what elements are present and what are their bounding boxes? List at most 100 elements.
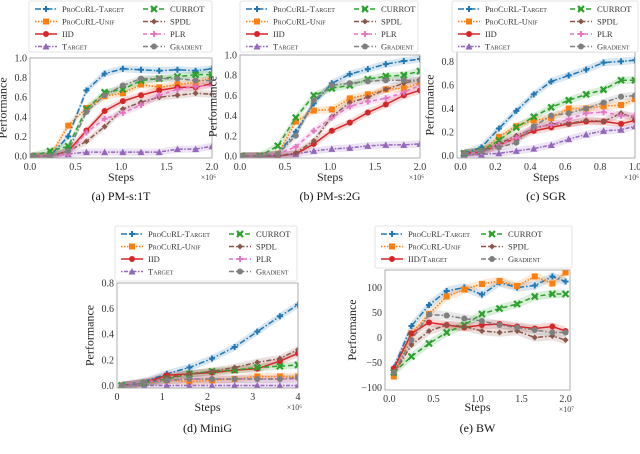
- x-tick-label: 3: [250, 392, 255, 403]
- data-point: [101, 123, 108, 130]
- data-point: [64, 142, 72, 151]
- legend-box: [451, 0, 639, 53]
- data-point: [417, 56, 420, 63]
- data-point: [496, 322, 503, 328]
- data-point: [583, 66, 590, 73]
- data-point: [208, 70, 212, 79]
- data-point: [618, 102, 625, 108]
- data-point: [209, 368, 216, 375]
- x-tick-label: 1.5: [515, 394, 528, 405]
- legend-item: CURROT: [143, 4, 205, 14]
- data-point: [276, 376, 283, 383]
- data-point: [295, 346, 298, 353]
- legend-item: ProCuRL-Target: [381, 229, 470, 239]
- confidence-band: [393, 318, 566, 373]
- y-tick-label: 1.0: [225, 51, 238, 62]
- legend-marker: [151, 18, 157, 25]
- legend-item: CURROT: [229, 229, 291, 239]
- data-point: [549, 329, 556, 336]
- data-point: [513, 300, 521, 308]
- legend-marker: [361, 5, 369, 13]
- legend-item: CURROT: [481, 229, 543, 239]
- x-tick-label: 0.6: [559, 162, 572, 173]
- data-point: [582, 130, 590, 138]
- x-tick-label: 0.8: [594, 162, 607, 173]
- data-point: [254, 381, 261, 388]
- data-point: [426, 319, 433, 326]
- legend-label: PLR: [381, 29, 397, 39]
- data-point: [600, 59, 607, 66]
- data-point: [119, 65, 126, 72]
- confidence-band: [31, 89, 212, 158]
- data-point: [417, 80, 420, 87]
- data-point: [562, 329, 569, 336]
- data-point: [478, 281, 485, 287]
- data-point: [192, 67, 199, 74]
- legend-marker: [389, 231, 395, 237]
- data-point: [530, 123, 537, 130]
- x-multiplier: ×10⁶: [624, 173, 640, 182]
- data-point: [156, 92, 163, 99]
- x-axis-label: Steps: [108, 170, 134, 184]
- data-point: [443, 293, 450, 300]
- panel-caption: (e) BW: [460, 421, 496, 435]
- data-point: [346, 95, 353, 102]
- legend-label: PLR: [256, 254, 272, 264]
- data-point: [47, 153, 54, 158]
- legend-item: PLR: [570, 29, 613, 39]
- legend-marker: [129, 256, 135, 262]
- data-point: [209, 91, 212, 98]
- legend-marker: [151, 43, 157, 50]
- data-point: [382, 141, 390, 148]
- data-point: [191, 70, 200, 79]
- data-point: [461, 315, 468, 322]
- confidence-band: [463, 76, 635, 157]
- data-point: [549, 323, 556, 330]
- data-point: [292, 113, 300, 122]
- legend-item: CURROT: [570, 4, 632, 14]
- y-tick-label: 0.4: [15, 112, 28, 123]
- data-point: [513, 107, 520, 114]
- data-point: [253, 363, 262, 372]
- data-point: [565, 110, 572, 117]
- chart-panel: 0 1 2 3 4 0.0 0.2 0.4 0.6 0.8 Steps Performance ×10⁶…: [82, 225, 302, 435]
- data-point: [364, 66, 371, 73]
- data-point: [163, 377, 170, 384]
- data-point: [192, 90, 199, 97]
- data-point: [192, 145, 200, 153]
- data-point: [254, 359, 261, 366]
- panel-caption: (b) PM-s:2G: [299, 189, 360, 203]
- legend-marker: [466, 31, 472, 37]
- data-point: [443, 288, 450, 294]
- x-tick-label: 2.0: [559, 394, 572, 405]
- y-tick-label: 0.4: [442, 104, 455, 115]
- data-point: [46, 147, 54, 155]
- data-point: [549, 280, 556, 287]
- data-point: [408, 330, 415, 337]
- plot-area: [460, 56, 635, 158]
- data-point: [530, 292, 539, 301]
- y-tick-label: 1.0: [15, 54, 28, 65]
- data-point: [417, 77, 420, 84]
- confidence-band: [393, 320, 566, 378]
- legend-item: ProCuRL-Unif: [458, 17, 538, 27]
- legend-label: Target: [485, 42, 511, 52]
- data-point: [346, 99, 353, 106]
- data-point: [632, 57, 635, 64]
- data-point: [600, 99, 607, 106]
- legend-marker: [43, 18, 49, 25]
- data-point: [495, 144, 502, 151]
- legend-item: Gradient: [354, 42, 414, 52]
- data-point: [364, 142, 372, 149]
- data-point: [173, 145, 181, 153]
- y-tick-label: −50: [366, 358, 382, 369]
- data-point: [119, 109, 126, 116]
- data-point: [274, 142, 282, 150]
- plot-area: [117, 301, 298, 388]
- data-point: [310, 147, 318, 154]
- legend-label: CURROT: [597, 4, 632, 14]
- y-tick-label: 0.2: [102, 355, 115, 366]
- x-tick-label: 1.0: [471, 394, 484, 405]
- data-point: [138, 66, 145, 73]
- data-point: [426, 311, 433, 318]
